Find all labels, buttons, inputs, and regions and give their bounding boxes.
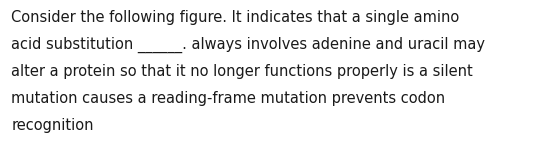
Text: alter a protein so that it no longer functions properly is a silent: alter a protein so that it no longer fun…	[11, 64, 473, 79]
Text: mutation causes a reading-frame mutation prevents codon: mutation causes a reading-frame mutation…	[11, 91, 445, 106]
Text: Consider the following figure. It indicates that a single amino: Consider the following figure. It indica…	[11, 10, 459, 25]
Text: recognition: recognition	[11, 118, 94, 133]
Text: acid substitution ______. always involves adenine and uracil may: acid substitution ______. always involve…	[11, 37, 485, 53]
